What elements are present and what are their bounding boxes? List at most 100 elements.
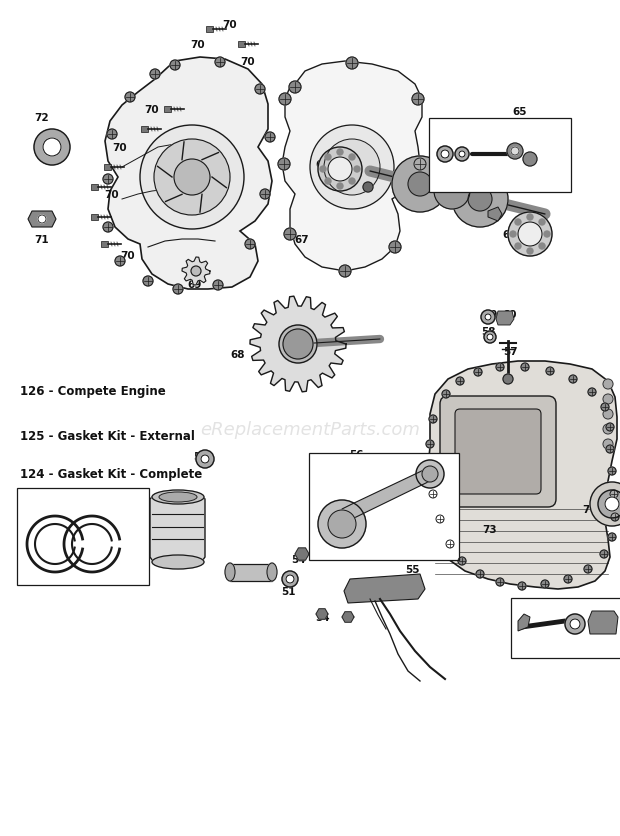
Circle shape xyxy=(310,126,394,210)
Polygon shape xyxy=(206,27,213,33)
Polygon shape xyxy=(101,242,108,247)
Polygon shape xyxy=(295,548,309,560)
Polygon shape xyxy=(342,612,354,623)
Text: 58: 58 xyxy=(480,327,495,337)
Circle shape xyxy=(337,184,343,190)
Circle shape xyxy=(605,497,619,512)
Circle shape xyxy=(523,153,537,167)
Text: 72: 72 xyxy=(35,113,50,123)
Text: 61: 61 xyxy=(305,329,319,339)
Text: 70: 70 xyxy=(223,20,237,30)
Text: 50: 50 xyxy=(58,522,73,532)
Ellipse shape xyxy=(267,563,277,581)
Circle shape xyxy=(422,466,438,482)
Circle shape xyxy=(255,85,265,95)
Polygon shape xyxy=(518,614,530,631)
Circle shape xyxy=(429,415,437,424)
Circle shape xyxy=(600,550,608,558)
Text: 128: 128 xyxy=(567,642,589,652)
Circle shape xyxy=(320,167,326,173)
Circle shape xyxy=(282,571,298,588)
Circle shape xyxy=(527,248,533,255)
Circle shape xyxy=(284,229,296,241)
Polygon shape xyxy=(238,42,245,48)
FancyBboxPatch shape xyxy=(455,410,541,494)
Circle shape xyxy=(389,242,401,253)
Circle shape xyxy=(346,58,358,70)
Text: 76: 76 xyxy=(586,614,600,624)
Circle shape xyxy=(569,375,577,384)
Circle shape xyxy=(487,334,493,340)
Polygon shape xyxy=(150,494,205,564)
Circle shape xyxy=(125,93,135,103)
Circle shape xyxy=(437,147,453,163)
Polygon shape xyxy=(182,257,210,286)
Circle shape xyxy=(518,583,526,590)
Circle shape xyxy=(485,314,491,321)
Polygon shape xyxy=(91,185,98,191)
Circle shape xyxy=(603,425,613,435)
Circle shape xyxy=(441,150,449,159)
Circle shape xyxy=(541,580,549,589)
Circle shape xyxy=(507,144,523,160)
Text: 75: 75 xyxy=(560,619,574,630)
Circle shape xyxy=(515,244,521,250)
Circle shape xyxy=(289,82,301,94)
Text: 124 - Gasket Kit - Complete: 124 - Gasket Kit - Complete xyxy=(20,467,202,481)
Polygon shape xyxy=(105,58,272,289)
Circle shape xyxy=(349,179,355,185)
Circle shape xyxy=(43,139,61,157)
Circle shape xyxy=(213,281,223,291)
Circle shape xyxy=(521,364,529,371)
Text: 53: 53 xyxy=(246,573,260,583)
Circle shape xyxy=(468,188,492,212)
Circle shape xyxy=(260,190,270,200)
Circle shape xyxy=(565,614,585,635)
Circle shape xyxy=(196,451,214,468)
Circle shape xyxy=(442,390,450,399)
Text: 64: 64 xyxy=(451,190,466,200)
Text: 65: 65 xyxy=(513,107,527,117)
Circle shape xyxy=(328,158,352,181)
Text: 63: 63 xyxy=(469,210,483,220)
Circle shape xyxy=(278,159,290,171)
Circle shape xyxy=(38,216,46,224)
Polygon shape xyxy=(425,361,617,589)
Circle shape xyxy=(286,575,294,584)
Text: 54: 54 xyxy=(315,612,329,622)
Circle shape xyxy=(455,148,469,162)
FancyBboxPatch shape xyxy=(440,396,556,507)
Polygon shape xyxy=(344,574,425,604)
Circle shape xyxy=(544,232,550,237)
Circle shape xyxy=(588,389,596,396)
Text: 60: 60 xyxy=(503,309,517,319)
Circle shape xyxy=(103,222,113,232)
Text: 54: 54 xyxy=(291,554,305,564)
Text: 70: 70 xyxy=(144,104,159,115)
Polygon shape xyxy=(342,467,436,519)
Circle shape xyxy=(603,395,613,405)
Circle shape xyxy=(484,332,496,344)
Circle shape xyxy=(610,491,618,498)
Text: 68: 68 xyxy=(231,349,246,359)
Ellipse shape xyxy=(152,491,204,504)
Text: 71: 71 xyxy=(35,235,50,245)
Circle shape xyxy=(392,157,448,212)
Circle shape xyxy=(325,155,331,161)
Circle shape xyxy=(337,150,343,155)
Circle shape xyxy=(154,140,230,216)
Text: 55: 55 xyxy=(405,564,419,574)
Circle shape xyxy=(584,565,592,573)
Circle shape xyxy=(598,491,620,518)
Text: 125 - Gasket Kit - External: 125 - Gasket Kit - External xyxy=(20,430,195,442)
Circle shape xyxy=(324,140,380,196)
Circle shape xyxy=(215,58,225,68)
Circle shape xyxy=(608,533,616,542)
Circle shape xyxy=(140,126,244,230)
Circle shape xyxy=(349,155,355,161)
Circle shape xyxy=(539,220,545,226)
Circle shape xyxy=(173,285,183,294)
Circle shape xyxy=(170,61,180,71)
Circle shape xyxy=(318,501,366,548)
Circle shape xyxy=(606,424,614,431)
